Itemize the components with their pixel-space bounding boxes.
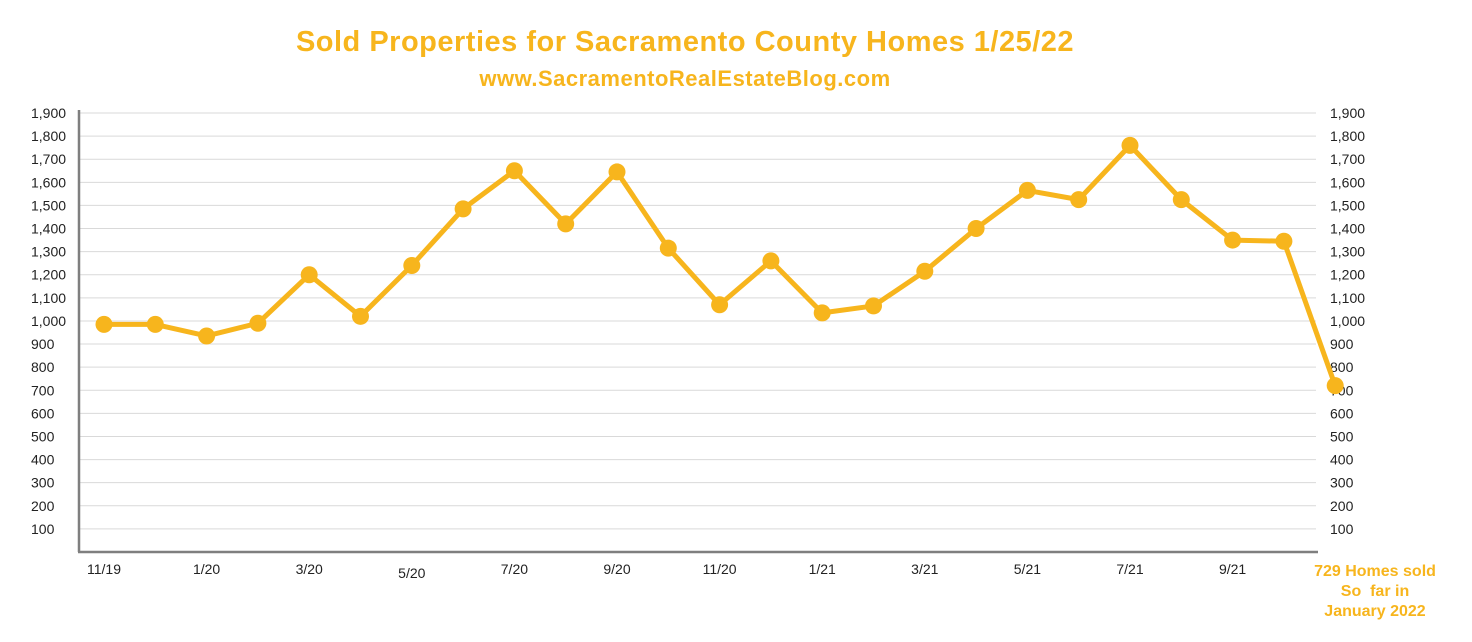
series-line [104,142,1338,387]
grid-lines [80,112,1316,530]
y-tick-label-right: 300 [1330,475,1354,491]
annotation-line-2: So far in [1340,583,1410,600]
y-tick-label-left: 300 [31,475,55,491]
y-tick-label-right: 1,300 [1330,244,1365,260]
y-tick-label-left: 1,900 [31,105,66,121]
data-point [865,297,882,315]
y-tick-label-right: 1,500 [1330,197,1365,213]
x-tick-label: 11/19 [87,561,121,577]
y-tick-label-right: 200 [1330,498,1354,514]
x-tick-label: 9/20 [603,561,630,577]
y-tick-label-right: 1,800 [1330,128,1365,144]
y-axis-right-ticks: 1002003004005006007008009001,0001,1001,2… [1330,105,1365,537]
x-tick-label: 7/20 [501,561,528,577]
data-point [403,256,421,274]
y-tick-label-left: 1,800 [31,128,66,144]
data-point [454,200,472,218]
annotation-line-3: January 2022 [1324,603,1426,620]
x-axis-ticks: 11/19 1/20 3/20 5/20 7/20 9/20 11/20 1/21 3/21 5/… [87,561,1246,581]
x-tick-label: 5/20 [398,565,425,581]
data-point [557,215,575,233]
y-tick-label-left: 600 [31,405,55,421]
y-tick-label-left: 800 [31,359,55,375]
data-point [1326,377,1344,395]
data-point [762,252,780,270]
x-tick-label: 3/20 [296,561,323,577]
y-tick-label-left: 1,200 [31,267,66,283]
data-point [1172,191,1190,209]
y-tick-label-right: 800 [1330,359,1354,375]
data-point [300,266,318,284]
y-tick-label-right: 1,200 [1330,267,1365,283]
data-point [1070,191,1088,209]
y-tick-label-left: 1,500 [31,197,66,213]
y-tick-label-left: 1,400 [31,221,66,237]
y-tick-label-right: 600 [1330,405,1354,421]
data-point [352,307,369,325]
data-point [813,304,831,322]
y-tick-label-left: 500 [31,428,55,444]
y-tick-label-right: 400 [1330,452,1354,468]
data-point [198,327,216,345]
y-tick-label-right: 1,400 [1330,221,1365,237]
annotation-line-1: 729 Homes sold [1314,563,1436,580]
y-tick-label-right: 1,100 [1330,290,1365,306]
january-annotation: 729 Homes sold So far in January 2022 [1290,562,1460,622]
y-tick-label-left: 1,600 [31,174,66,190]
x-tick-label: 7/21 [1116,561,1143,577]
data-point [1275,232,1293,250]
y-tick-label-right: 1,700 [1330,151,1365,167]
data-point [1018,181,1036,199]
y-tick-label-right: 1,900 [1330,105,1365,121]
data-point [659,239,677,257]
y-tick-label-left: 400 [31,452,55,468]
y-tick-label-left: 200 [31,498,55,514]
x-tick-label: 5/21 [1014,561,1041,577]
data-point [608,163,626,181]
series-sold-properties [95,136,1344,395]
x-tick-label: 9/21 [1219,561,1246,577]
x-tick-label: 1/20 [193,561,220,577]
chart-title: Sold Properties for Sacramento County Ho… [295,26,1075,58]
data-point [146,315,164,333]
y-tick-label-left: 1,000 [31,313,66,329]
y-tick-label-right: 100 [1330,521,1354,537]
data-point [967,220,985,238]
y-tick-label-left: 1,700 [31,151,66,167]
y-tick-label-left: 100 [31,521,55,537]
x-tick-label: 1/21 [809,561,836,577]
chart-subtitle: www.SacramentoRealEstateBlog.com [479,66,891,91]
y-tick-label-left: 700 [31,382,55,398]
x-tick-label: 3/21 [911,561,938,577]
data-point [249,314,267,332]
y-tick-label-left: 1,300 [31,244,66,260]
y-tick-label-right: 500 [1330,428,1354,444]
data-point [1121,136,1139,154]
y-tick-label-right: 900 [1330,336,1354,352]
y-axis-left-ticks: 100 200 300 400 500 600 700 800 900 1,000 1,100 1,2… [31,105,66,537]
x-tick-label: 11/20 [703,561,737,577]
data-point [1224,231,1242,249]
data-point [916,262,934,280]
y-tick-label-left: 1,100 [31,290,66,306]
y-tick-label-left: 900 [31,336,55,352]
data-point [95,315,113,333]
y-tick-label-right: 1,600 [1330,174,1365,190]
data-point [505,162,523,180]
data-point [711,296,729,314]
y-tick-label-right: 1,000 [1330,313,1365,329]
